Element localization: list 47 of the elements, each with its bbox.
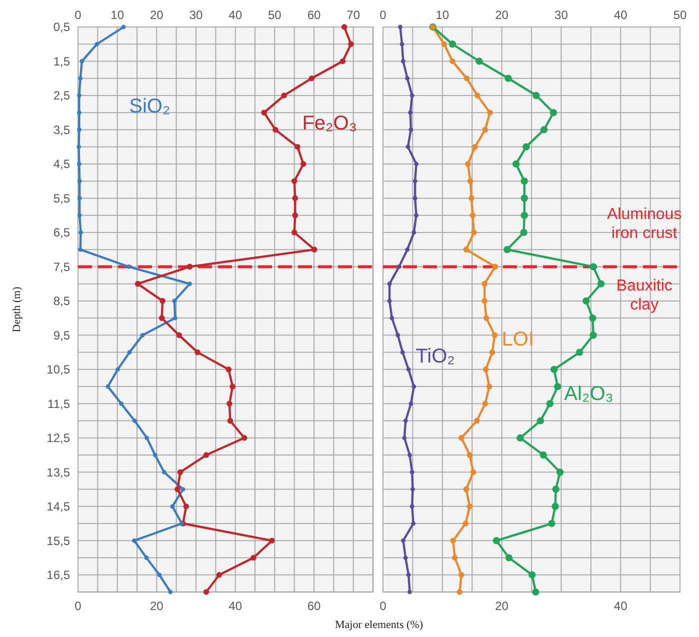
x-axis-title: Major elements (%) bbox=[335, 619, 424, 631]
x2-tick-label: 60 bbox=[307, 8, 321, 22]
x2-tick-label: 10 bbox=[436, 8, 450, 22]
x2-tick-label: 50 bbox=[673, 8, 687, 22]
y-tick-label: 1,5 bbox=[53, 54, 70, 68]
x2-tick-label: 30 bbox=[554, 8, 568, 22]
y-tick-label: 4,5 bbox=[53, 157, 70, 172]
y-tick-label: 12,5 bbox=[46, 431, 70, 446]
x2-tick-label: 0 bbox=[380, 8, 387, 22]
x2-tick-label: 40 bbox=[228, 8, 242, 22]
series-label: Fe₂O₃ bbox=[302, 112, 358, 135]
x-tick-label: 0 bbox=[74, 599, 82, 613]
text: SiO₂ bbox=[129, 96, 170, 118]
x2-tick-label: 30 bbox=[189, 8, 203, 22]
x2-tick-label: 20 bbox=[150, 8, 164, 22]
y-axis-title: Depth (m) bbox=[11, 286, 23, 332]
x2-tick-label: 20 bbox=[495, 8, 509, 22]
x-tick-label: 60 bbox=[307, 599, 321, 613]
y-tick-label: 3,5 bbox=[53, 122, 70, 137]
y-tick-label: 15,5 bbox=[46, 534, 70, 548]
x-tick-label: 0 bbox=[380, 599, 387, 613]
series-label: TiO₂ bbox=[416, 346, 455, 368]
series-label: LOI bbox=[502, 328, 534, 350]
x-tick-label: 20 bbox=[150, 599, 164, 613]
x2-tick-label: 70 bbox=[346, 8, 360, 22]
annotation: Aluminous iron crust bbox=[607, 206, 682, 242]
x2-tick-label: 10 bbox=[110, 8, 124, 22]
y-tick-label: 2,5 bbox=[53, 88, 70, 103]
y-tick-label: 6,5 bbox=[53, 226, 70, 240]
series-label: Al₂O₃ bbox=[564, 383, 614, 406]
y-tick-label: 11,5 bbox=[48, 396, 70, 411]
x-tick-label: 40 bbox=[614, 599, 628, 613]
x2-tick-label: 0 bbox=[74, 8, 82, 22]
y-tick-label: 10,5 bbox=[46, 362, 70, 377]
y-tick-label: 0,5 bbox=[53, 20, 70, 34]
y-tick-label: 8,5 bbox=[53, 294, 70, 308]
y-tick-label: 7,5 bbox=[53, 260, 70, 274]
x-tick-label: 20 bbox=[495, 599, 509, 613]
y-tick-label: 14,5 bbox=[46, 500, 70, 514]
x2-tick-label: 50 bbox=[268, 8, 282, 22]
y-tick-label: 5,5 bbox=[53, 191, 70, 206]
x-tick-label: 40 bbox=[228, 599, 242, 613]
annotation: Bauxitic clay bbox=[616, 278, 672, 314]
y-tick-label: 16,5 bbox=[46, 568, 70, 582]
y-tick-label: 9,5 bbox=[53, 328, 70, 342]
x2-tick-label: 40 bbox=[614, 8, 628, 22]
y-tick-label: 13,5 bbox=[46, 465, 70, 480]
